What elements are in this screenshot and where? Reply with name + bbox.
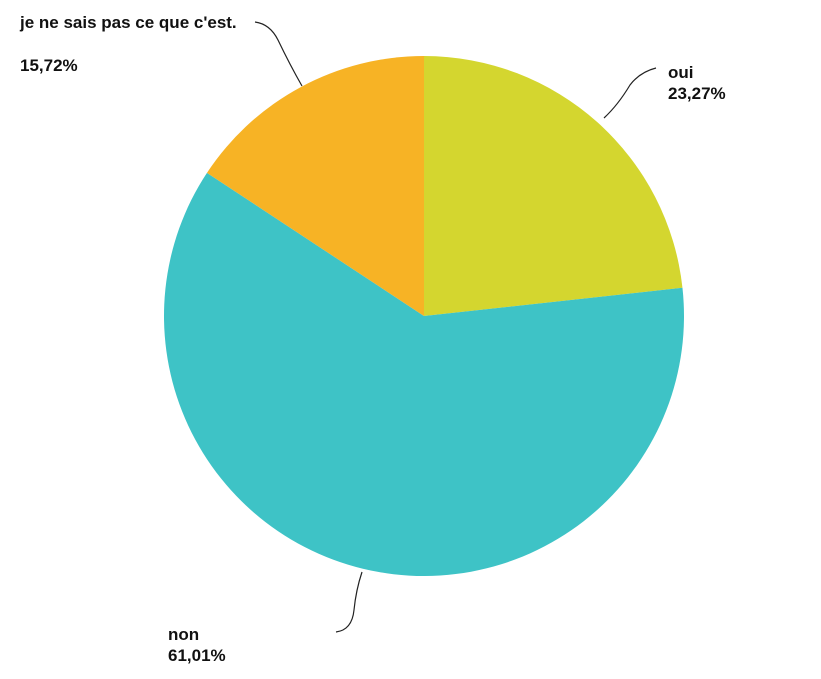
slices <box>164 56 685 576</box>
slice-label: non 61,01% <box>168 624 226 666</box>
leader-line <box>603 67 657 119</box>
leader-line <box>254 21 303 87</box>
category-label: non <box>168 625 200 644</box>
value-label: 15,72% <box>20 56 78 75</box>
value-label: 61,01% <box>168 646 226 665</box>
pie-slice <box>206 56 424 316</box>
pie-slice <box>424 56 683 316</box>
slice-label: je ne sais pas ce que c'est. 15,72% <box>20 12 252 76</box>
value-label: 23,27% <box>668 84 726 103</box>
leader-line <box>335 571 363 633</box>
pie-slice <box>164 172 685 576</box>
slice-label: oui 23,27% <box>668 62 726 104</box>
category-label: oui <box>668 63 694 82</box>
category-label: je ne sais pas ce que c'est. <box>20 13 237 32</box>
